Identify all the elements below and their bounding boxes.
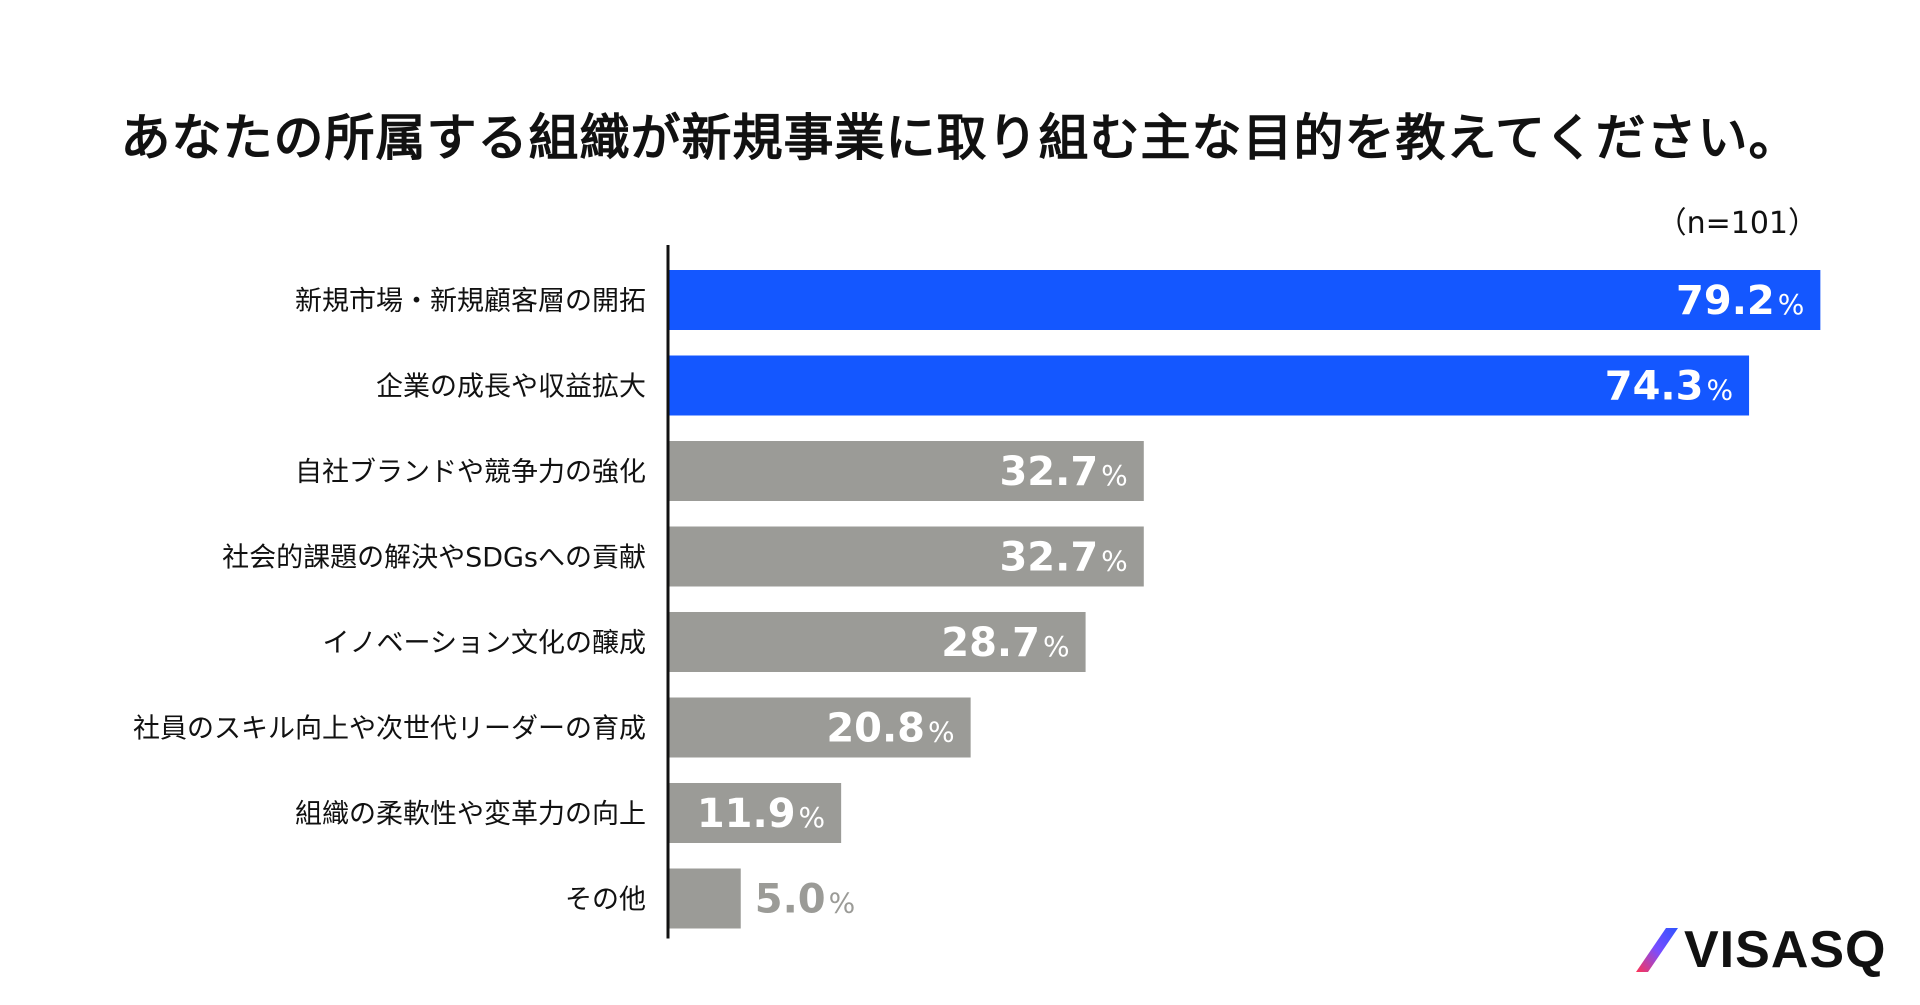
value-label: 74.3% (1605, 364, 1733, 410)
category-label: 社員のスキル向上や次世代リーダーの育成 (133, 714, 646, 745)
brand-name: VISASQ (1684, 921, 1887, 979)
brand-logo: VISASQ (1632, 922, 1892, 978)
slash-mark-icon (1636, 928, 1678, 972)
bar (668, 526, 1144, 587)
bar (668, 270, 1821, 330)
bar (668, 697, 971, 758)
bar (668, 355, 1750, 416)
value-label: 28.7% (941, 620, 1069, 666)
category-label: その他 (565, 885, 646, 916)
value-label: 5.0% (755, 877, 855, 923)
bar (668, 868, 741, 929)
category-label: 自社ブランドや競争力の強化 (295, 457, 646, 488)
category-label: 社会的課題の解決やSDGsへの貢献 (222, 543, 646, 574)
sample-size: （n=101） (1656, 206, 1818, 241)
category-label: 企業の成長や収益拡大 (376, 372, 646, 403)
bar (668, 612, 1086, 672)
bar (668, 783, 842, 843)
category-label: 新規市場・新規顧客層の開拓 (295, 286, 646, 317)
value-label: 79.2% (1676, 278, 1804, 324)
category-label: イノベーション文化の醸成 (323, 628, 646, 659)
value-label: 11.9% (697, 791, 825, 837)
value-label: 20.8% (826, 706, 954, 752)
value-label: 32.7% (999, 535, 1127, 581)
value-label: 32.7% (999, 449, 1127, 495)
chart-title: あなたの所属する組織が新規事業に取り組む主な目的を教えてください。 (120, 109, 1800, 167)
category-label: 組織の柔軟性や変革力の向上 (295, 799, 646, 830)
bar (668, 441, 1144, 501)
